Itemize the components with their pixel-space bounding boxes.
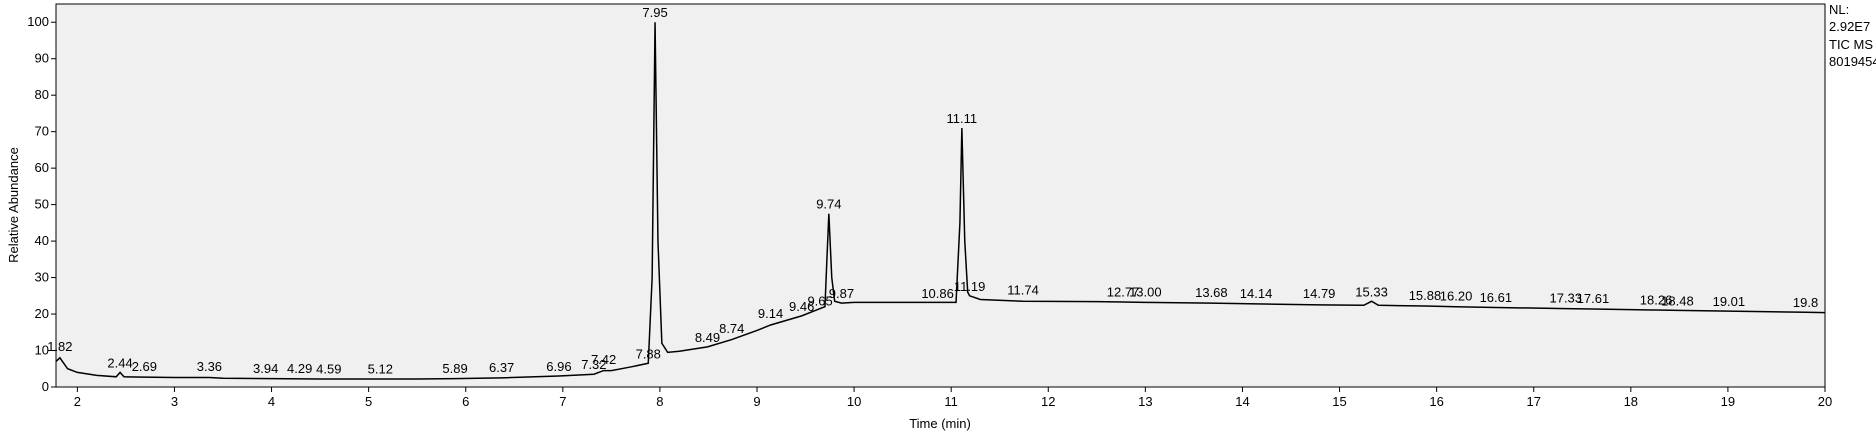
peak-label: 5.89 bbox=[442, 361, 467, 376]
peak-label: 13.00 bbox=[1129, 284, 1162, 299]
peak-label: 4.59 bbox=[316, 362, 341, 377]
y-tick-label: 60 bbox=[35, 160, 49, 175]
peak-label: 18.48 bbox=[1661, 293, 1694, 308]
x-tick-label: 5 bbox=[365, 394, 372, 409]
trace bbox=[55, 22, 1826, 380]
peak-label: 14.79 bbox=[1303, 286, 1336, 301]
y-tick-label: 10 bbox=[35, 343, 49, 358]
x-tick-label: 20 bbox=[1818, 394, 1832, 409]
peak-label: 15.33 bbox=[1355, 284, 1388, 299]
x-tick-label: 16 bbox=[1429, 394, 1443, 409]
peak-label: 9.46 bbox=[789, 299, 814, 314]
info-line: 2.92E7 bbox=[1829, 19, 1870, 34]
peak-label: 7.95 bbox=[642, 5, 667, 20]
peak-label: 8.74 bbox=[719, 321, 744, 336]
x-tick-label: 19 bbox=[1721, 394, 1735, 409]
y-axis-label: Relative Abundance bbox=[6, 147, 21, 263]
peak-label: 8.49 bbox=[695, 330, 720, 345]
y-tick-label: 20 bbox=[35, 306, 49, 321]
peak-label: 1.82 bbox=[47, 339, 72, 354]
peak-label: 19.8 bbox=[1793, 295, 1818, 310]
x-tick-label: 4 bbox=[268, 394, 275, 409]
info-line: TIC MS bbox=[1829, 37, 1873, 52]
x-tick-label: 10 bbox=[847, 394, 861, 409]
info-line: 8019454 bbox=[1829, 54, 1876, 69]
info-line: NL: bbox=[1829, 2, 1849, 17]
y-tick-label: 90 bbox=[35, 51, 49, 66]
x-tick-label: 6 bbox=[462, 394, 469, 409]
y-tick-label: 80 bbox=[35, 87, 49, 102]
peak-label: 11.11 bbox=[947, 111, 978, 126]
x-tick-label: 13 bbox=[1138, 394, 1152, 409]
x-tick-label: 7 bbox=[559, 394, 566, 409]
peak-label: 3.94 bbox=[253, 361, 278, 376]
y-tick-label: 30 bbox=[35, 270, 49, 285]
peak-label: 2.69 bbox=[132, 359, 157, 374]
peak-label: 6.96 bbox=[546, 359, 571, 374]
x-tick-label: 15 bbox=[1332, 394, 1346, 409]
x-tick-label: 14 bbox=[1235, 394, 1249, 409]
peak-label: 16.61 bbox=[1480, 290, 1513, 305]
y-tick-label: 40 bbox=[35, 233, 49, 248]
x-tick-label: 9 bbox=[753, 394, 760, 409]
peak-label: 10.86 bbox=[921, 286, 954, 301]
peak-label: 11.19 bbox=[954, 279, 986, 294]
peak-label: 16.20 bbox=[1440, 289, 1473, 304]
peak-label: 6.37 bbox=[489, 360, 514, 375]
x-tick-label: 3 bbox=[171, 394, 178, 409]
x-tick-label: 17 bbox=[1526, 394, 1540, 409]
peak-label: 17.33 bbox=[1549, 290, 1582, 305]
range-header: RT: 1.78 - 20.00 bbox=[2, 0, 94, 1]
peak-label: 2.44 bbox=[107, 355, 132, 370]
peak-label: 12.77 bbox=[1107, 284, 1140, 299]
peak-label: 7.32 bbox=[581, 357, 606, 372]
peak-label: 9.87 bbox=[829, 286, 854, 301]
peak-label: 19.01 bbox=[1713, 294, 1746, 309]
y-tick-label: 50 bbox=[35, 197, 49, 212]
x-tick-label: 18 bbox=[1624, 394, 1638, 409]
peak-label: 15.88 bbox=[1409, 288, 1442, 303]
x-tick-label: 11 bbox=[944, 394, 958, 409]
peak-label: 7.88 bbox=[636, 346, 661, 361]
peak-label: 5.12 bbox=[368, 362, 393, 377]
y-tick-label: 0 bbox=[42, 379, 49, 394]
x-tick-label: 12 bbox=[1041, 394, 1055, 409]
peak-label: 3.36 bbox=[197, 359, 222, 374]
x-tick-label: 8 bbox=[656, 394, 663, 409]
peak-label: 17.61 bbox=[1577, 291, 1610, 306]
y-tick-label: 70 bbox=[35, 124, 49, 139]
x-tick-label: 2 bbox=[74, 394, 81, 409]
peak-label: 4.29 bbox=[287, 361, 312, 376]
y-tick-label: 100 bbox=[27, 14, 49, 29]
peak-label: 18.26 bbox=[1640, 292, 1673, 307]
peak-label: 14.14 bbox=[1240, 286, 1273, 301]
peak-label: 9.65 bbox=[807, 293, 832, 308]
peak-label: 11.74 bbox=[1007, 282, 1039, 297]
x-axis-label: Time (min) bbox=[909, 416, 971, 431]
peak-label: 7.42 bbox=[591, 352, 616, 367]
peak-label: 9.74 bbox=[816, 197, 841, 212]
plot-area bbox=[55, 3, 1826, 388]
peak-label: 13.68 bbox=[1195, 285, 1228, 300]
peak-label: 9.14 bbox=[758, 306, 783, 321]
